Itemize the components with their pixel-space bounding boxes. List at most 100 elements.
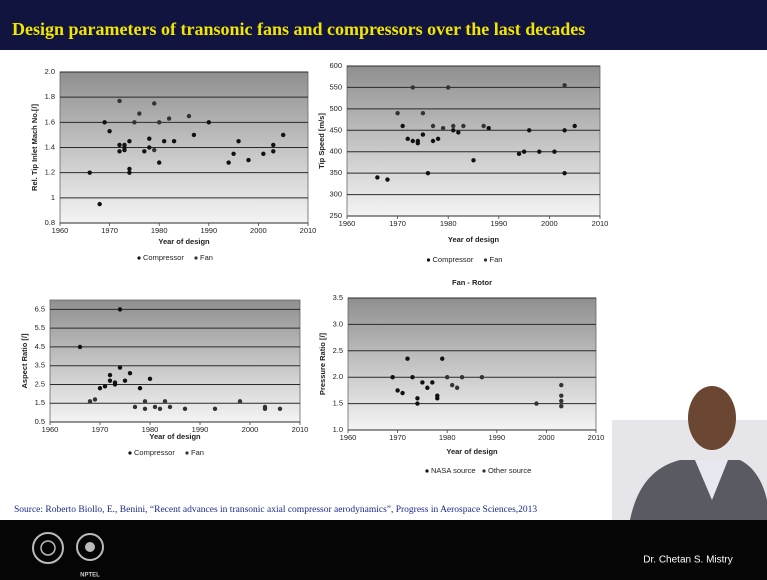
- y-tick-label: 1: [51, 193, 55, 202]
- data-point: [559, 383, 563, 387]
- data-point: [192, 133, 196, 137]
- data-point: [143, 399, 147, 403]
- data-point: [246, 158, 250, 162]
- x-tick-label: 1980: [440, 219, 457, 228]
- y-tick-label: 500: [329, 104, 342, 113]
- logo: [85, 542, 95, 552]
- legend-marker: [128, 451, 131, 454]
- x-axis-title: Year of design: [149, 432, 201, 441]
- legend-marker: [137, 256, 140, 259]
- plot-area: [347, 66, 600, 216]
- data-point: [132, 120, 136, 124]
- x-tick-label: 1990: [490, 219, 507, 228]
- x-tick-label: 1970: [389, 219, 406, 228]
- y-tick-label: 6.5: [35, 304, 45, 313]
- legend-marker: [185, 451, 188, 454]
- data-point: [441, 126, 445, 130]
- data-point: [128, 371, 132, 375]
- x-tick-label: 2000: [250, 226, 267, 235]
- y-tick-label: 5.5: [35, 323, 45, 332]
- data-point: [108, 379, 112, 383]
- data-point: [93, 397, 97, 401]
- data-point: [162, 139, 166, 143]
- legend-label: Fan: [200, 253, 213, 262]
- data-point: [405, 357, 409, 361]
- data-point: [152, 148, 156, 152]
- data-point: [157, 160, 161, 164]
- x-tick-label: 1960: [52, 226, 69, 235]
- data-point: [425, 386, 429, 390]
- data-point: [375, 175, 379, 179]
- y-tick-label: 400: [329, 147, 342, 156]
- legend-label: Fan: [490, 255, 503, 264]
- data-point: [168, 405, 172, 409]
- x-axis-title: Year of design: [158, 237, 210, 246]
- presenter-name: Dr. Chetan S. Mistry: [643, 555, 732, 566]
- chart-title: Fan - Rotor: [452, 278, 492, 287]
- y-tick-label: 3.5: [35, 361, 45, 370]
- data-point: [143, 407, 147, 411]
- data-point: [271, 143, 275, 147]
- data-point: [207, 120, 211, 124]
- y-axis-title: Tip Speed [m/s]: [317, 113, 326, 169]
- x-axis-title: Year of design: [448, 235, 500, 244]
- data-point: [271, 149, 275, 153]
- page: Design parameters of transonic fans and …: [0, 0, 767, 580]
- slide: Design parameters of transonic fans and …: [0, 0, 767, 580]
- data-point: [522, 150, 526, 154]
- data-point: [158, 407, 162, 411]
- presenter-head: [688, 386, 736, 450]
- plot-area: [348, 298, 596, 430]
- legend-marker: [482, 469, 485, 472]
- data-point: [486, 126, 490, 130]
- data-point: [261, 152, 265, 156]
- data-point: [527, 128, 531, 132]
- slide-title: Design parameters of transonic fans and …: [12, 19, 585, 39]
- data-point: [183, 407, 187, 411]
- data-point: [471, 158, 475, 162]
- legend-label: Compressor: [143, 253, 184, 262]
- y-axis-title: Rel. Tip Inlet Mach No.[/]: [30, 104, 39, 191]
- data-point: [117, 99, 121, 103]
- y-tick-label: 300: [329, 190, 342, 199]
- data-point: [435, 396, 439, 400]
- data-point: [147, 136, 151, 140]
- y-tick-label: 3.0: [333, 319, 343, 328]
- data-point: [148, 377, 152, 381]
- y-tick-label: 600: [329, 61, 342, 70]
- data-point: [102, 120, 106, 124]
- legend-marker: [194, 256, 197, 259]
- y-tick-label: 1.6: [45, 117, 55, 126]
- data-point: [456, 130, 460, 134]
- data-point: [88, 170, 92, 174]
- data-point: [415, 401, 419, 405]
- legend-label: Fan: [191, 448, 204, 457]
- data-point: [445, 375, 449, 379]
- y-tick-label: 450: [329, 125, 342, 134]
- data-point: [411, 85, 415, 89]
- data-point: [113, 380, 117, 384]
- y-tick-label: 1.4: [45, 142, 55, 151]
- data-point: [421, 132, 425, 136]
- x-tick-label: 2000: [538, 433, 555, 442]
- data-point: [127, 170, 131, 174]
- data-point: [157, 120, 161, 124]
- data-point: [108, 373, 112, 377]
- y-tick-label: 2.0: [333, 372, 343, 381]
- data-point: [117, 149, 121, 153]
- data-point: [281, 133, 285, 137]
- data-point: [451, 128, 455, 132]
- data-point: [411, 139, 415, 143]
- x-tick-label: 1990: [488, 433, 505, 442]
- data-point: [559, 393, 563, 397]
- x-tick-label: 2010: [592, 219, 609, 228]
- y-tick-label: 2.0: [45, 67, 55, 76]
- data-point: [410, 375, 414, 379]
- y-tick-label: 1.5: [35, 398, 45, 407]
- data-point: [118, 365, 122, 369]
- y-axis-title: Aspect Ratio [/]: [20, 333, 29, 389]
- data-point: [562, 83, 566, 87]
- data-point: [451, 124, 455, 128]
- x-tick-label: 1970: [389, 433, 406, 442]
- source-note: Source: Roberto Biollo, E., Benini, “Rec…: [14, 505, 537, 515]
